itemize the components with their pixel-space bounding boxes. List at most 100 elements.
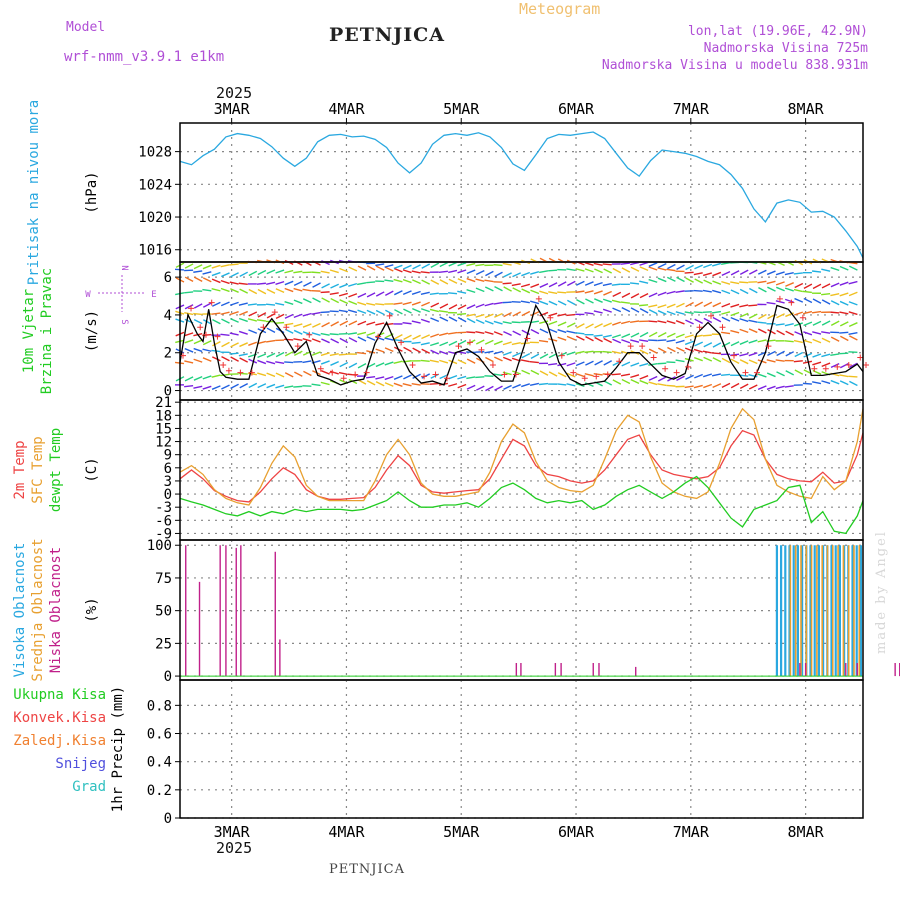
wind-arrow: [293, 329, 303, 335]
wind-arrow: [839, 321, 849, 327]
wind-arrow: [648, 304, 658, 308]
compass-s: S: [119, 319, 129, 324]
wind-arrow: [348, 293, 358, 298]
wind-arrow: [511, 283, 521, 287]
gust-marker: [524, 335, 531, 342]
wind-arrow: [648, 320, 658, 323]
gust-marker: [466, 339, 473, 346]
wind-arrow: [439, 303, 449, 309]
wind-arrow: [711, 310, 722, 314]
wind-arrow: [494, 356, 503, 362]
wind-arrow: [766, 372, 776, 378]
wind-arrow: [621, 350, 631, 355]
panel-unit: (m/s): [84, 310, 100, 352]
wind-arrow: [375, 303, 385, 306]
gust-marker: [822, 365, 829, 372]
wind-arrow: [566, 280, 576, 287]
wind-arrow: [839, 363, 849, 369]
wind-arrow: [811, 270, 822, 273]
series-sfc-temp: [179, 407, 864, 506]
wind-arrow: [457, 278, 467, 283]
wind-arrow: [830, 362, 840, 369]
wind-arrow: [266, 313, 276, 319]
x-tick-label-top: 5MAR: [443, 100, 480, 118]
wind-arrow: [348, 266, 358, 272]
wind-arrow: [721, 357, 731, 364]
panel-frame-clouds: [179, 539, 864, 681]
wind-arrow: [293, 299, 303, 305]
wind-arrow: [639, 349, 649, 355]
wind-arrow: [748, 359, 758, 365]
wind-arrow: [548, 312, 558, 317]
wind-arrow: [639, 339, 649, 343]
wind-arrow: [821, 293, 831, 296]
wind-arrow: [329, 292, 339, 295]
wind-arrow: [758, 328, 767, 334]
wind-arrow: [657, 262, 667, 269]
wind-arrow: [238, 317, 248, 323]
wind-arrow: [511, 342, 521, 346]
panel-label: Brzina i Pravac: [39, 268, 55, 394]
gust-marker: [214, 333, 221, 340]
wind-arrow: [311, 338, 321, 343]
wind-arrow: [630, 362, 640, 367]
wind-arrow: [466, 313, 476, 317]
y-tick-label: 2: [164, 346, 172, 362]
wind-arrow: [684, 311, 694, 315]
wind-arrow: [794, 282, 804, 289]
wind-arrow: [821, 353, 831, 358]
wind-arrow: [202, 385, 212, 390]
gust-marker: [271, 309, 278, 316]
wind-arrow: [320, 270, 330, 274]
wind-arrow: [785, 351, 795, 357]
wind-arrow: [284, 361, 294, 364]
precip-legend-label: Zaledj.Kisa: [13, 733, 106, 749]
wind-arrow: [466, 384, 476, 390]
y-tick-label: 3: [164, 474, 172, 490]
wind-arrow: [630, 339, 640, 343]
wind-arrow: [439, 359, 449, 364]
wind-arrow: [584, 281, 594, 286]
wind-arrow: [248, 341, 258, 346]
wind-arrow: [293, 287, 303, 292]
wind-arrow: [430, 317, 440, 323]
wind-arrow: [502, 262, 512, 266]
wind-arrow: [220, 373, 230, 377]
gust-marker: [696, 324, 703, 331]
y-tick-label: 6: [164, 461, 172, 477]
gust-marker: [386, 312, 393, 319]
meteogram-label: Meteogram: [519, 0, 601, 18]
x-tick-label-top: 4MAR: [328, 100, 365, 118]
wind-arrow: [321, 338, 330, 344]
wind-arrow: [257, 288, 267, 295]
wind-arrow: [520, 283, 530, 288]
wind-arrow: [356, 351, 367, 355]
wind-arrow: [576, 335, 585, 341]
wind-arrow: [284, 313, 294, 319]
wind-arrow: [284, 301, 294, 305]
wind-arrow: [238, 282, 248, 285]
wind-arrow: [366, 309, 376, 315]
wind-arrow: [302, 338, 312, 342]
wind-arrow: [757, 269, 767, 275]
wind-arrow: [375, 309, 385, 316]
wind-arrow: [575, 372, 585, 378]
wind-arrow: [612, 267, 622, 274]
wind-arrow: [202, 271, 212, 275]
wind-arrow: [339, 283, 349, 289]
wind-arrow: [330, 338, 340, 344]
wind-arrow: [629, 282, 640, 285]
wind-arrow: [403, 334, 412, 341]
panel-precip: 0 0.2 0.4 0.6 0.8 Ukupna Kisa Konvek.Kisa Zaled…: [13, 679, 864, 827]
compass-e: E: [151, 290, 156, 300]
wind-arrow: [184, 291, 194, 294]
wind-arrow: [848, 265, 858, 271]
gust-marker: [604, 371, 611, 378]
gust-marker: [444, 375, 451, 382]
wind-arrow: [703, 356, 713, 362]
gust-marker: [753, 369, 760, 376]
wind-arrow: [748, 269, 758, 275]
wind-arrow: [266, 327, 276, 333]
wind-arrow: [275, 321, 285, 324]
